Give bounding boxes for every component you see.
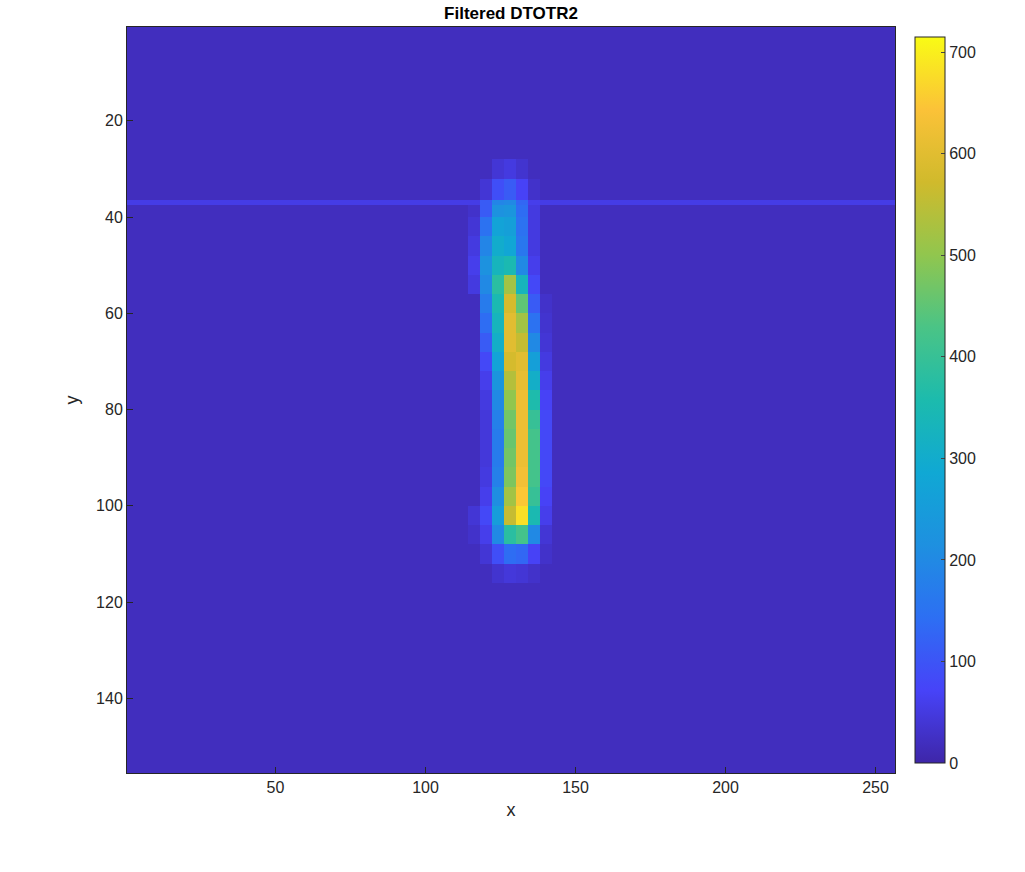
svg-text:400: 400 (949, 348, 976, 365)
svg-text:200: 200 (949, 552, 976, 569)
svg-text:x: x (507, 800, 516, 820)
svg-text:100: 100 (96, 497, 123, 514)
svg-text:60: 60 (105, 305, 123, 322)
svg-text:0: 0 (949, 755, 958, 772)
svg-text:140: 140 (96, 690, 123, 707)
svg-text:200: 200 (712, 779, 739, 796)
svg-text:250: 250 (862, 779, 889, 796)
svg-text:Filtered DTOTR2: Filtered DTOTR2 (444, 4, 578, 23)
svg-text:700: 700 (949, 44, 976, 61)
svg-text:20: 20 (105, 112, 123, 129)
svg-text:y: y (62, 396, 82, 405)
svg-text:100: 100 (949, 653, 976, 670)
svg-text:40: 40 (105, 209, 123, 226)
svg-text:600: 600 (949, 145, 976, 162)
svg-text:120: 120 (96, 594, 123, 611)
svg-text:500: 500 (949, 247, 976, 264)
svg-text:150: 150 (562, 779, 589, 796)
svg-text:80: 80 (105, 401, 123, 418)
svg-text:50: 50 (267, 779, 285, 796)
svg-text:300: 300 (949, 450, 976, 467)
svg-text:100: 100 (412, 779, 439, 796)
